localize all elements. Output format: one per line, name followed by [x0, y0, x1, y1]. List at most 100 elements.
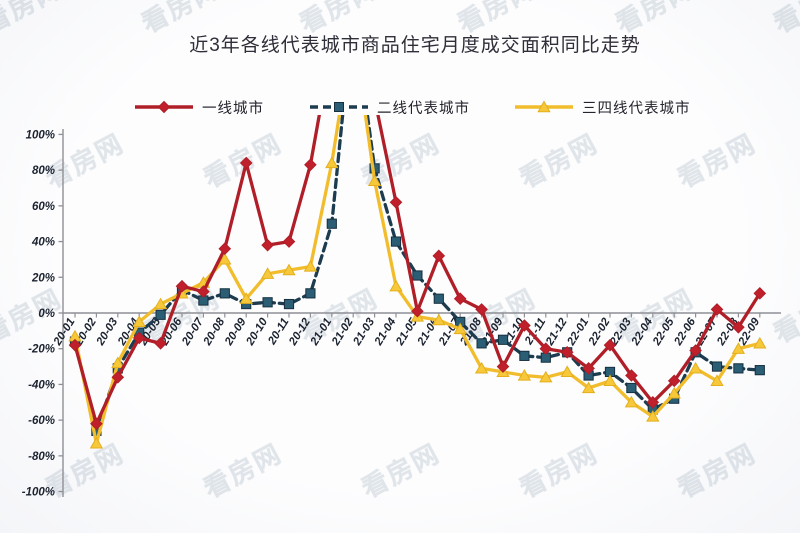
data-point-diamond [475, 303, 488, 316]
chart-legend: 一线城市 二线代表城市 三四线代表城市 [0, 97, 800, 119]
x-axis-label: 21-04 [372, 316, 399, 349]
y-axis-label: -100% [22, 487, 55, 499]
legend-item-tier1: 一线城市 [133, 97, 264, 117]
data-point-diamond [348, 13, 359, 24]
data-point-triangle [603, 374, 617, 386]
x-axis-label: 22-05 [650, 316, 677, 349]
data-point-square [519, 350, 530, 361]
data-point-diamond [732, 320, 745, 334]
data-point-square [326, 218, 337, 229]
data-point-triangle [560, 365, 574, 378]
data-point-triangle [731, 342, 746, 354]
x-axis-label: 20-08 [201, 316, 228, 349]
data-point-square [711, 361, 723, 372]
data-point-diamond [304, 158, 317, 172]
series-layer [68, 5, 767, 449]
data-point-diamond [432, 249, 446, 263]
x-axis-label: 22-06 [672, 316, 699, 349]
data-point-triangle [260, 267, 275, 279]
data-point-diamond [496, 360, 510, 373]
data-point-diamond [111, 370, 125, 384]
data-point-triangle [239, 292, 253, 304]
data-point-diamond [689, 344, 702, 357]
chart-title: 近3年各线代表城市商品住宅月度成交面积同比走势 [189, 35, 641, 56]
data-point-square [155, 309, 166, 320]
data-point-triangle [218, 252, 232, 265]
data-point-square [262, 297, 273, 308]
series-line [73, 115, 762, 426]
y-axis-label: -40% [28, 379, 55, 391]
tier3-line-marker-icon [515, 100, 573, 113]
data-point-square [412, 270, 423, 281]
data-point-square [626, 382, 637, 394]
data-point-diamond [710, 303, 724, 316]
x-axis-label: 20-11 [266, 316, 292, 347]
data-point-square [283, 298, 295, 310]
data-point-diamond [389, 195, 403, 209]
data-point-square [305, 288, 316, 299]
x-axis-label: 21-01 [308, 316, 334, 348]
series-line [73, 115, 762, 446]
data-point-triangle [432, 313, 446, 326]
data-point-square [733, 363, 744, 374]
y-axis-label: 40% [31, 237, 55, 249]
data-point-triangle [624, 395, 639, 408]
data-point-diamond [753, 287, 767, 300]
data-point-triangle [667, 386, 681, 399]
x-axis-label: 20-03 [94, 316, 121, 349]
data-point-diamond [197, 285, 210, 298]
data-point-diamond [453, 292, 467, 306]
data-point-diamond [132, 331, 146, 345]
series-三四线代表城市 [68, 115, 767, 449]
data-point-diamond [582, 362, 595, 375]
data-point-diamond [175, 279, 189, 293]
data-point-triangle [581, 381, 596, 394]
data-point-triangle [153, 297, 168, 310]
data-point-diamond [518, 319, 531, 332]
legend-label-tier1: 一线城市 [202, 100, 264, 117]
data-point-diamond [282, 235, 296, 248]
data-point-square [476, 338, 487, 349]
data-point-triangle [517, 368, 532, 381]
data-point-diamond [154, 337, 167, 350]
data-point-diamond [239, 156, 253, 170]
tier2-line-marker-icon [310, 102, 368, 112]
series-line [73, 115, 762, 433]
y-axis-label: 100% [26, 129, 55, 141]
y-axis-label: 0% [38, 308, 55, 320]
data-point-triangle [539, 370, 553, 383]
data-point-triangle [282, 263, 296, 276]
y-axis-label: -80% [28, 451, 55, 463]
data-point-triangle [710, 374, 724, 386]
data-point-triangle [688, 361, 703, 374]
legend-label-tier2: 二线代表城市 [377, 100, 470, 117]
data-point-diamond [411, 304, 424, 318]
y-axis-label: -60% [28, 415, 55, 427]
data-point-square [433, 293, 444, 304]
data-point-square [349, 5, 358, 14]
data-point-triangle [389, 279, 403, 292]
x-axis-label: 20-07 [180, 316, 207, 349]
data-point-triangle [453, 322, 467, 335]
data-point-triangle [753, 336, 767, 349]
series-一线城市 [68, 13, 767, 431]
data-point-square [219, 288, 230, 299]
data-point-square [754, 365, 765, 376]
y-axis-label: -20% [28, 344, 55, 356]
tier1-line-marker-icon [135, 100, 193, 114]
data-point-square [390, 236, 402, 247]
data-point-diamond [560, 345, 574, 359]
data-point-triangle [646, 410, 660, 422]
data-point-diamond [90, 417, 103, 431]
data-point-diamond [218, 242, 232, 256]
x-axis-label: 20-10 [244, 316, 271, 349]
x-axis-label: 22-04 [629, 316, 656, 349]
x-axis-label: 20-09 [222, 316, 249, 349]
x-axis-label: 21-12 [543, 316, 570, 349]
x-axis-label: 22-01 [565, 316, 591, 348]
data-point-triangle [474, 361, 489, 374]
x-axis-label: 20-12 [287, 316, 314, 349]
data-point-diamond [667, 374, 681, 388]
